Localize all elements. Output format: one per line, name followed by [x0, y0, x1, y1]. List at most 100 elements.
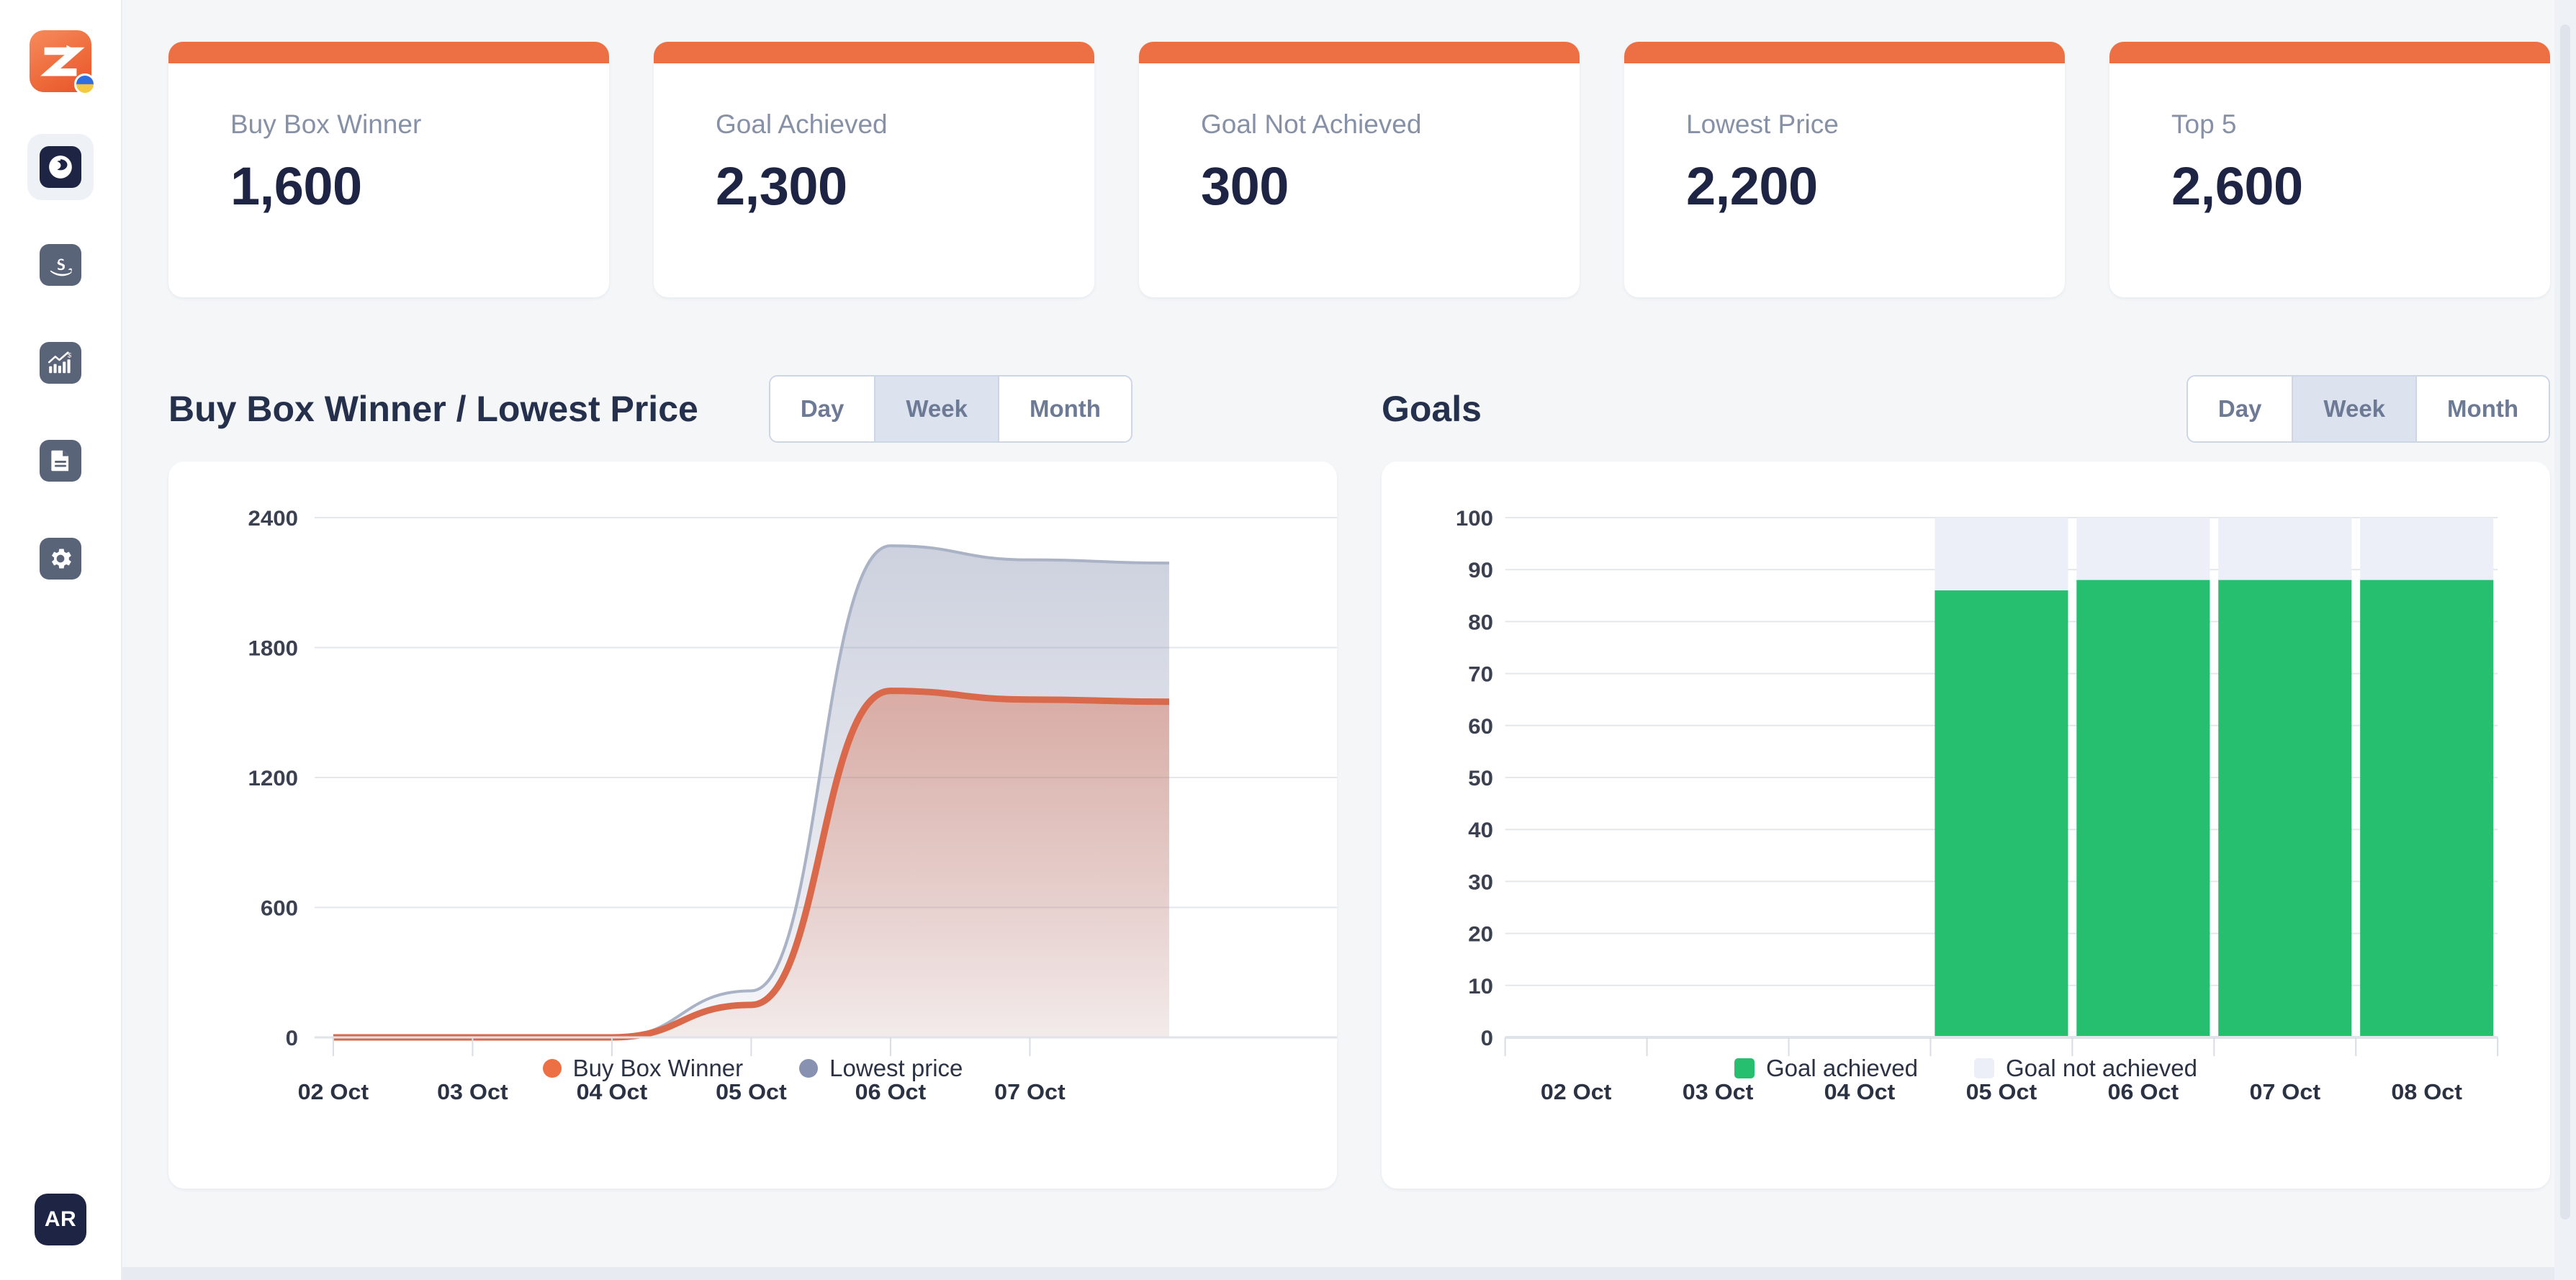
- legend-item-goal-not-achieved[interactable]: Goal not achieved: [1973, 1055, 2197, 1082]
- bar-chart-dollar-icon: $: [40, 342, 81, 384]
- user-avatar[interactable]: AR: [35, 1194, 86, 1245]
- kpi-label: Top 5: [2171, 109, 2237, 139]
- globe-badge-icon: [74, 73, 96, 95]
- range-toggle-right: Day Week Month: [2186, 375, 2550, 443]
- kpi-accent-bar: [168, 42, 609, 63]
- svg-text:03 Oct: 03 Oct: [1683, 1079, 1754, 1104]
- sidebar-item-analytics[interactable]: $: [27, 330, 94, 396]
- legend-label: Buy Box Winner: [572, 1055, 744, 1081]
- range-option-day[interactable]: Day: [770, 377, 876, 441]
- legend-label: Lowest price: [829, 1055, 963, 1081]
- svg-text:600: 600: [261, 896, 298, 920]
- svg-text:40: 40: [1468, 819, 1493, 842]
- buy-box-lowest-price-chart[interactable]: 0 600 1200 1800 2400 02 Oct 03 Oct 04 Oct 05 Oct…: [168, 461, 1337, 1189]
- kpi-body: Top 5 2,600: [2109, 63, 2550, 217]
- kpi-label: Goal Not Achieved: [1201, 109, 1422, 139]
- svg-text:1800: 1800: [248, 636, 298, 660]
- bar-chart-card: 0 10 20 30 40 50 60 70 80 90 100 02 Oct 03 Oct 04 Oct…: [1382, 461, 2550, 1189]
- area-chart-card: 0 600 1200 1800 2400 02 Oct 03 Oct 04 Oct 05 Oct…: [168, 461, 1337, 1189]
- svg-text:1200: 1200: [248, 767, 298, 790]
- horizontal-scrollbar[interactable]: [122, 1267, 2554, 1280]
- goals-chart[interactable]: 0 10 20 30 40 50 60 70 80 90 100 02 Oct 03 Oct 04 Oct…: [1382, 461, 2550, 1189]
- sidebar-nav: $: [27, 134, 94, 592]
- section-header-right: Goals Day Week Month: [1382, 369, 2550, 449]
- range-toggle-left: Day Week Month: [768, 375, 1132, 443]
- sidebar-item-reports[interactable]: [27, 428, 94, 494]
- kpi-accent-bar: [1624, 42, 2065, 63]
- svg-text:02 Oct: 02 Oct: [298, 1079, 369, 1104]
- range-option-week[interactable]: Week: [2293, 377, 2418, 441]
- bar-chart-legend: Goal achieved Goal not achieved: [1382, 1055, 2550, 1082]
- page-title-goals: Goals: [1382, 389, 1482, 429]
- gear-icon: [40, 538, 81, 580]
- range-option-week[interactable]: Week: [875, 377, 999, 441]
- svg-text:07 Oct: 07 Oct: [2249, 1079, 2320, 1104]
- legend-item-lowest-price[interactable]: Lowest price: [799, 1055, 963, 1082]
- sidebar-item-dashboard[interactable]: [27, 134, 94, 200]
- legend-label: Goal achieved: [1766, 1055, 1918, 1081]
- legend-swatch-icon: [1734, 1058, 1755, 1078]
- svg-text:10: 10: [1468, 974, 1493, 998]
- kpi-label: Goal Achieved: [716, 109, 888, 139]
- svg-text:70: 70: [1468, 662, 1493, 686]
- kpi-value: 2,300: [716, 156, 847, 216]
- kpi-value: 300: [1201, 156, 1289, 216]
- kpi-body: Goal Not Achieved 300: [1139, 63, 1580, 217]
- legend-item-goal-achieved[interactable]: Goal achieved: [1734, 1055, 1918, 1082]
- svg-text:100: 100: [1456, 507, 1493, 531]
- sidebar: $ AR: [0, 0, 122, 1280]
- kpi-body: Lowest Price 2,200: [1624, 63, 2065, 217]
- svg-text:2400: 2400: [248, 507, 298, 531]
- legend-swatch-icon: [1973, 1058, 1994, 1078]
- amazon-icon: [40, 244, 81, 286]
- svg-text:04 Oct: 04 Oct: [577, 1079, 648, 1104]
- kpi-body: Buy Box Winner 1,600: [168, 63, 609, 217]
- svg-text:06 Oct: 06 Oct: [855, 1079, 927, 1104]
- app-logo[interactable]: [30, 30, 96, 95]
- charts-section: Buy Box Winner / Lowest Price Day Week M…: [168, 369, 2550, 1189]
- svg-text:07 Oct: 07 Oct: [994, 1079, 1066, 1104]
- svg-text:05 Oct: 05 Oct: [716, 1079, 787, 1104]
- legend-label: Goal not achieved: [2005, 1055, 2197, 1081]
- buy-box-winner-section: Buy Box Winner / Lowest Price Day Week M…: [168, 369, 1337, 1189]
- svg-text:30: 30: [1468, 870, 1493, 894]
- kpi-accent-bar: [654, 42, 1094, 63]
- area-chart-legend: Buy Box Winner Lowest price: [168, 1055, 1337, 1082]
- goals-section: Goals Day Week Month 0 10 20 30 40 50 60 70 80 90…: [1382, 369, 2550, 1189]
- svg-text:60: 60: [1468, 714, 1493, 738]
- svg-text:50: 50: [1468, 767, 1493, 790]
- kpi-accent-bar: [1139, 42, 1580, 63]
- kpi-accent-bar: [2109, 42, 2550, 63]
- svg-text:90: 90: [1468, 559, 1493, 582]
- kpi-card-lowest-price[interactable]: Lowest Price 2,200: [1624, 42, 2065, 297]
- page-title-buy-box: Buy Box Winner / Lowest Price: [168, 389, 698, 429]
- legend-dot-icon: [542, 1059, 562, 1078]
- pie-chart-icon: [40, 146, 81, 188]
- legend-item-buy-box-winner[interactable]: Buy Box Winner: [542, 1055, 744, 1082]
- kpi-label: Lowest Price: [1686, 109, 1839, 139]
- sidebar-item-amazon[interactable]: [27, 232, 94, 298]
- main-content: Buy Box Winner 1,600 Goal Achieved 2,300…: [122, 0, 2576, 1280]
- logo-z-icon: [40, 45, 85, 76]
- svg-text:$: $: [68, 351, 72, 359]
- kpi-card-goal-achieved[interactable]: Goal Achieved 2,300: [654, 42, 1094, 297]
- sidebar-item-settings[interactable]: [27, 526, 94, 592]
- section-header-left: Buy Box Winner / Lowest Price Day Week M…: [168, 369, 1337, 449]
- svg-text:04 Oct: 04 Oct: [1824, 1079, 1896, 1104]
- range-option-day[interactable]: Day: [2187, 377, 2294, 441]
- svg-text:06 Oct: 06 Oct: [2108, 1079, 2179, 1104]
- svg-text:0: 0: [1481, 1027, 1493, 1050]
- range-option-month[interactable]: Month: [2417, 377, 2549, 441]
- svg-text:02 Oct: 02 Oct: [1541, 1079, 1612, 1104]
- kpi-value: 1,600: [230, 156, 362, 216]
- svg-text:20: 20: [1468, 922, 1493, 946]
- kpi-value: 2,600: [2171, 156, 2303, 216]
- kpi-card-goal-not-achieved[interactable]: Goal Not Achieved 300: [1139, 42, 1580, 297]
- kpi-card-top-5[interactable]: Top 5 2,600: [2109, 42, 2550, 297]
- document-icon: [40, 440, 81, 482]
- svg-text:0: 0: [286, 1027, 298, 1050]
- range-option-month[interactable]: Month: [999, 377, 1131, 441]
- svg-text:03 Oct: 03 Oct: [437, 1079, 508, 1104]
- scrollbar-thumb[interactable]: [2560, 24, 2570, 1220]
- kpi-card-buy-box-winner[interactable]: Buy Box Winner 1,600: [168, 42, 609, 297]
